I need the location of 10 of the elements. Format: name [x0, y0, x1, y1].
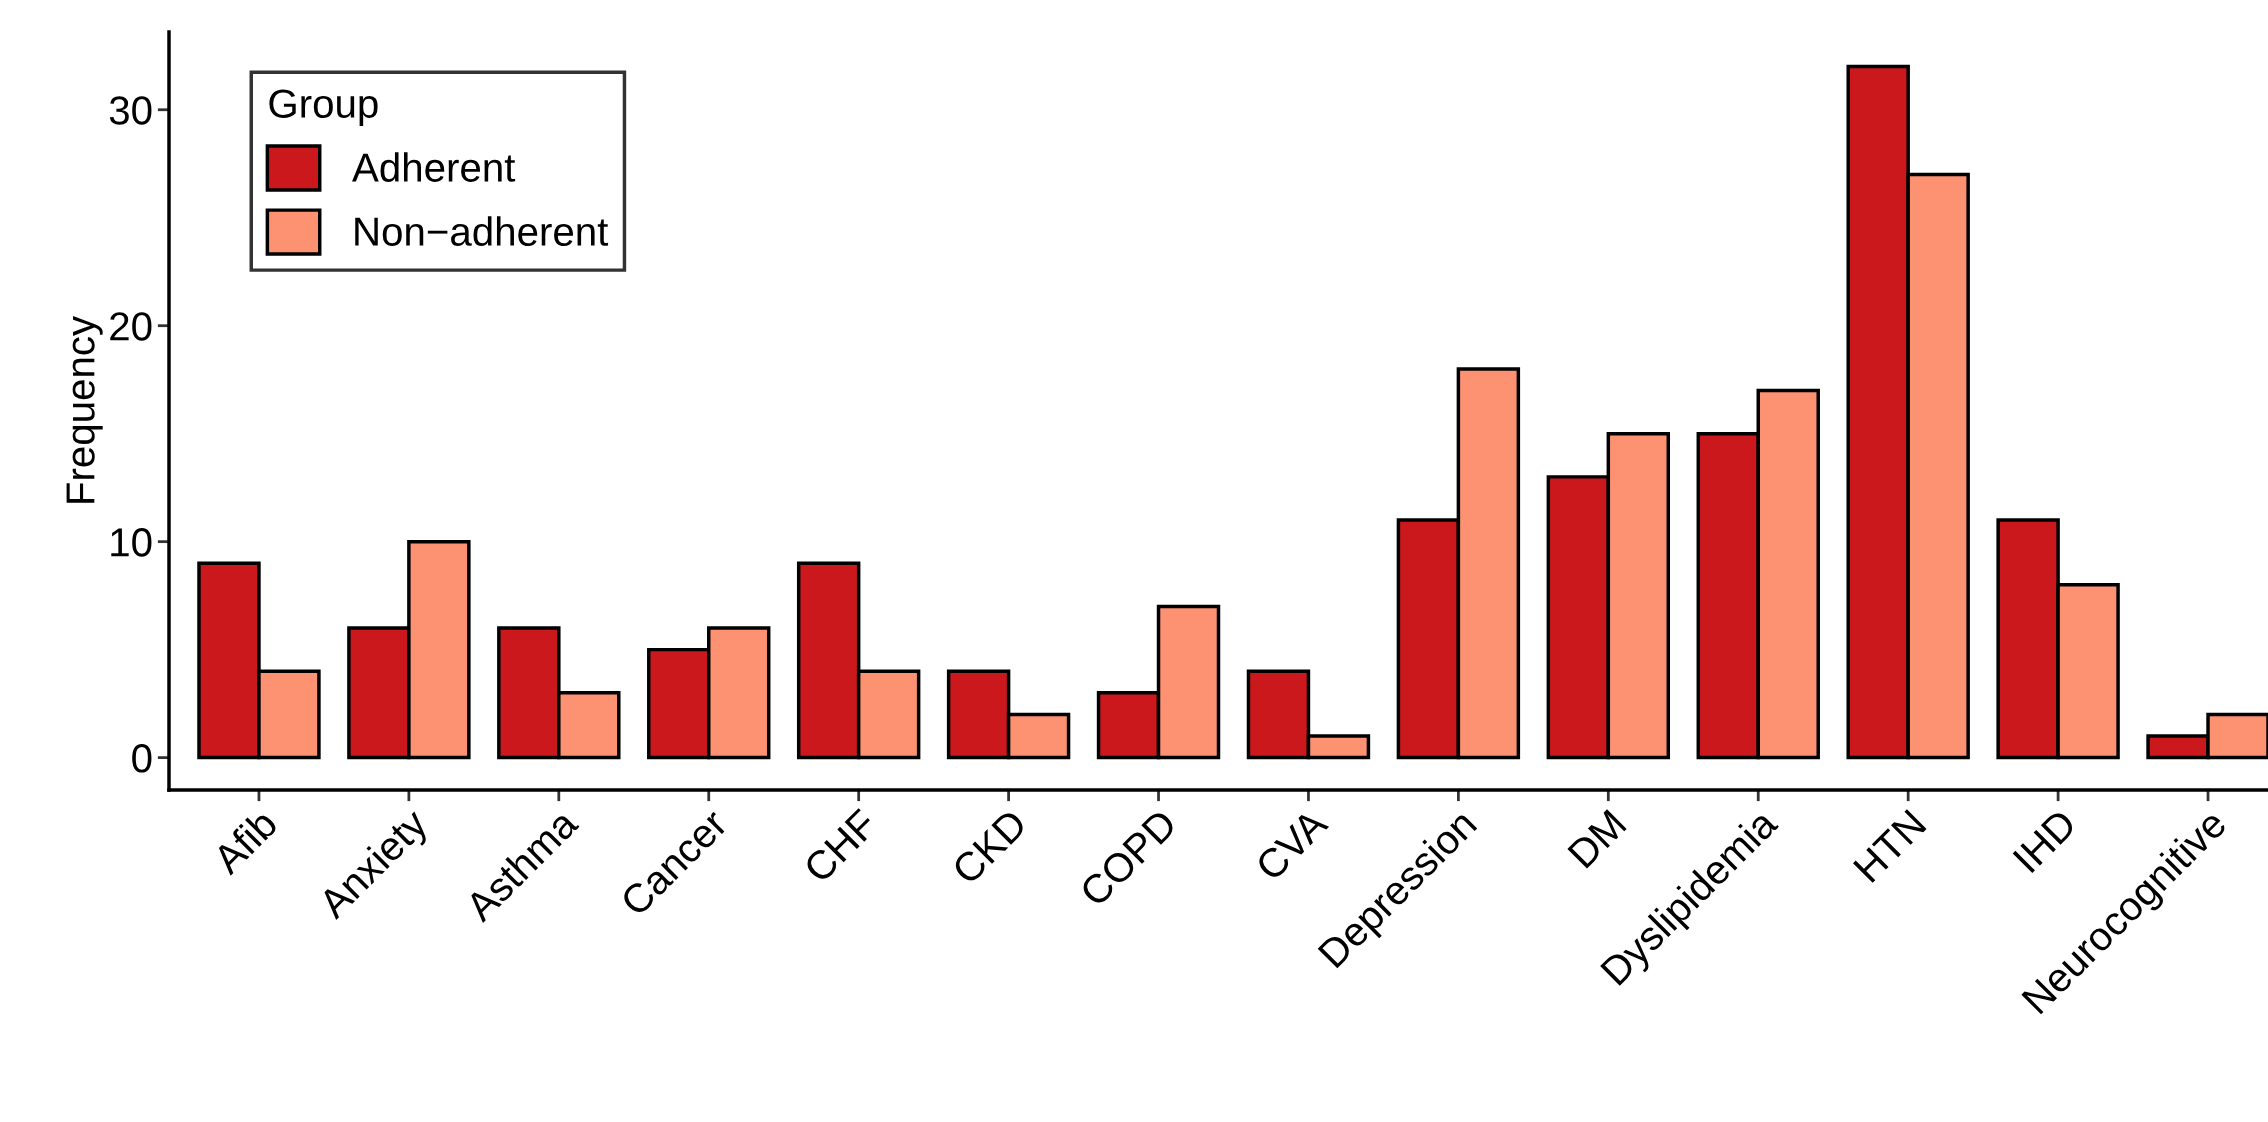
y-tick-label: 30: [109, 96, 152, 125]
x-tick-label: Afib: [209, 807, 279, 876]
legend-label: Non−adherent: [355, 216, 609, 246]
legend-label: Adherent: [352, 152, 516, 182]
y-tick-label: 20: [110, 312, 152, 341]
x-tick-label: CKD: [950, 808, 1029, 886]
y-axis-title: Frequency: [66, 315, 103, 503]
y-tick-label: 0: [132, 744, 152, 773]
y-tick-label: 10: [111, 528, 152, 557]
legend-title: Group: [269, 89, 378, 126]
